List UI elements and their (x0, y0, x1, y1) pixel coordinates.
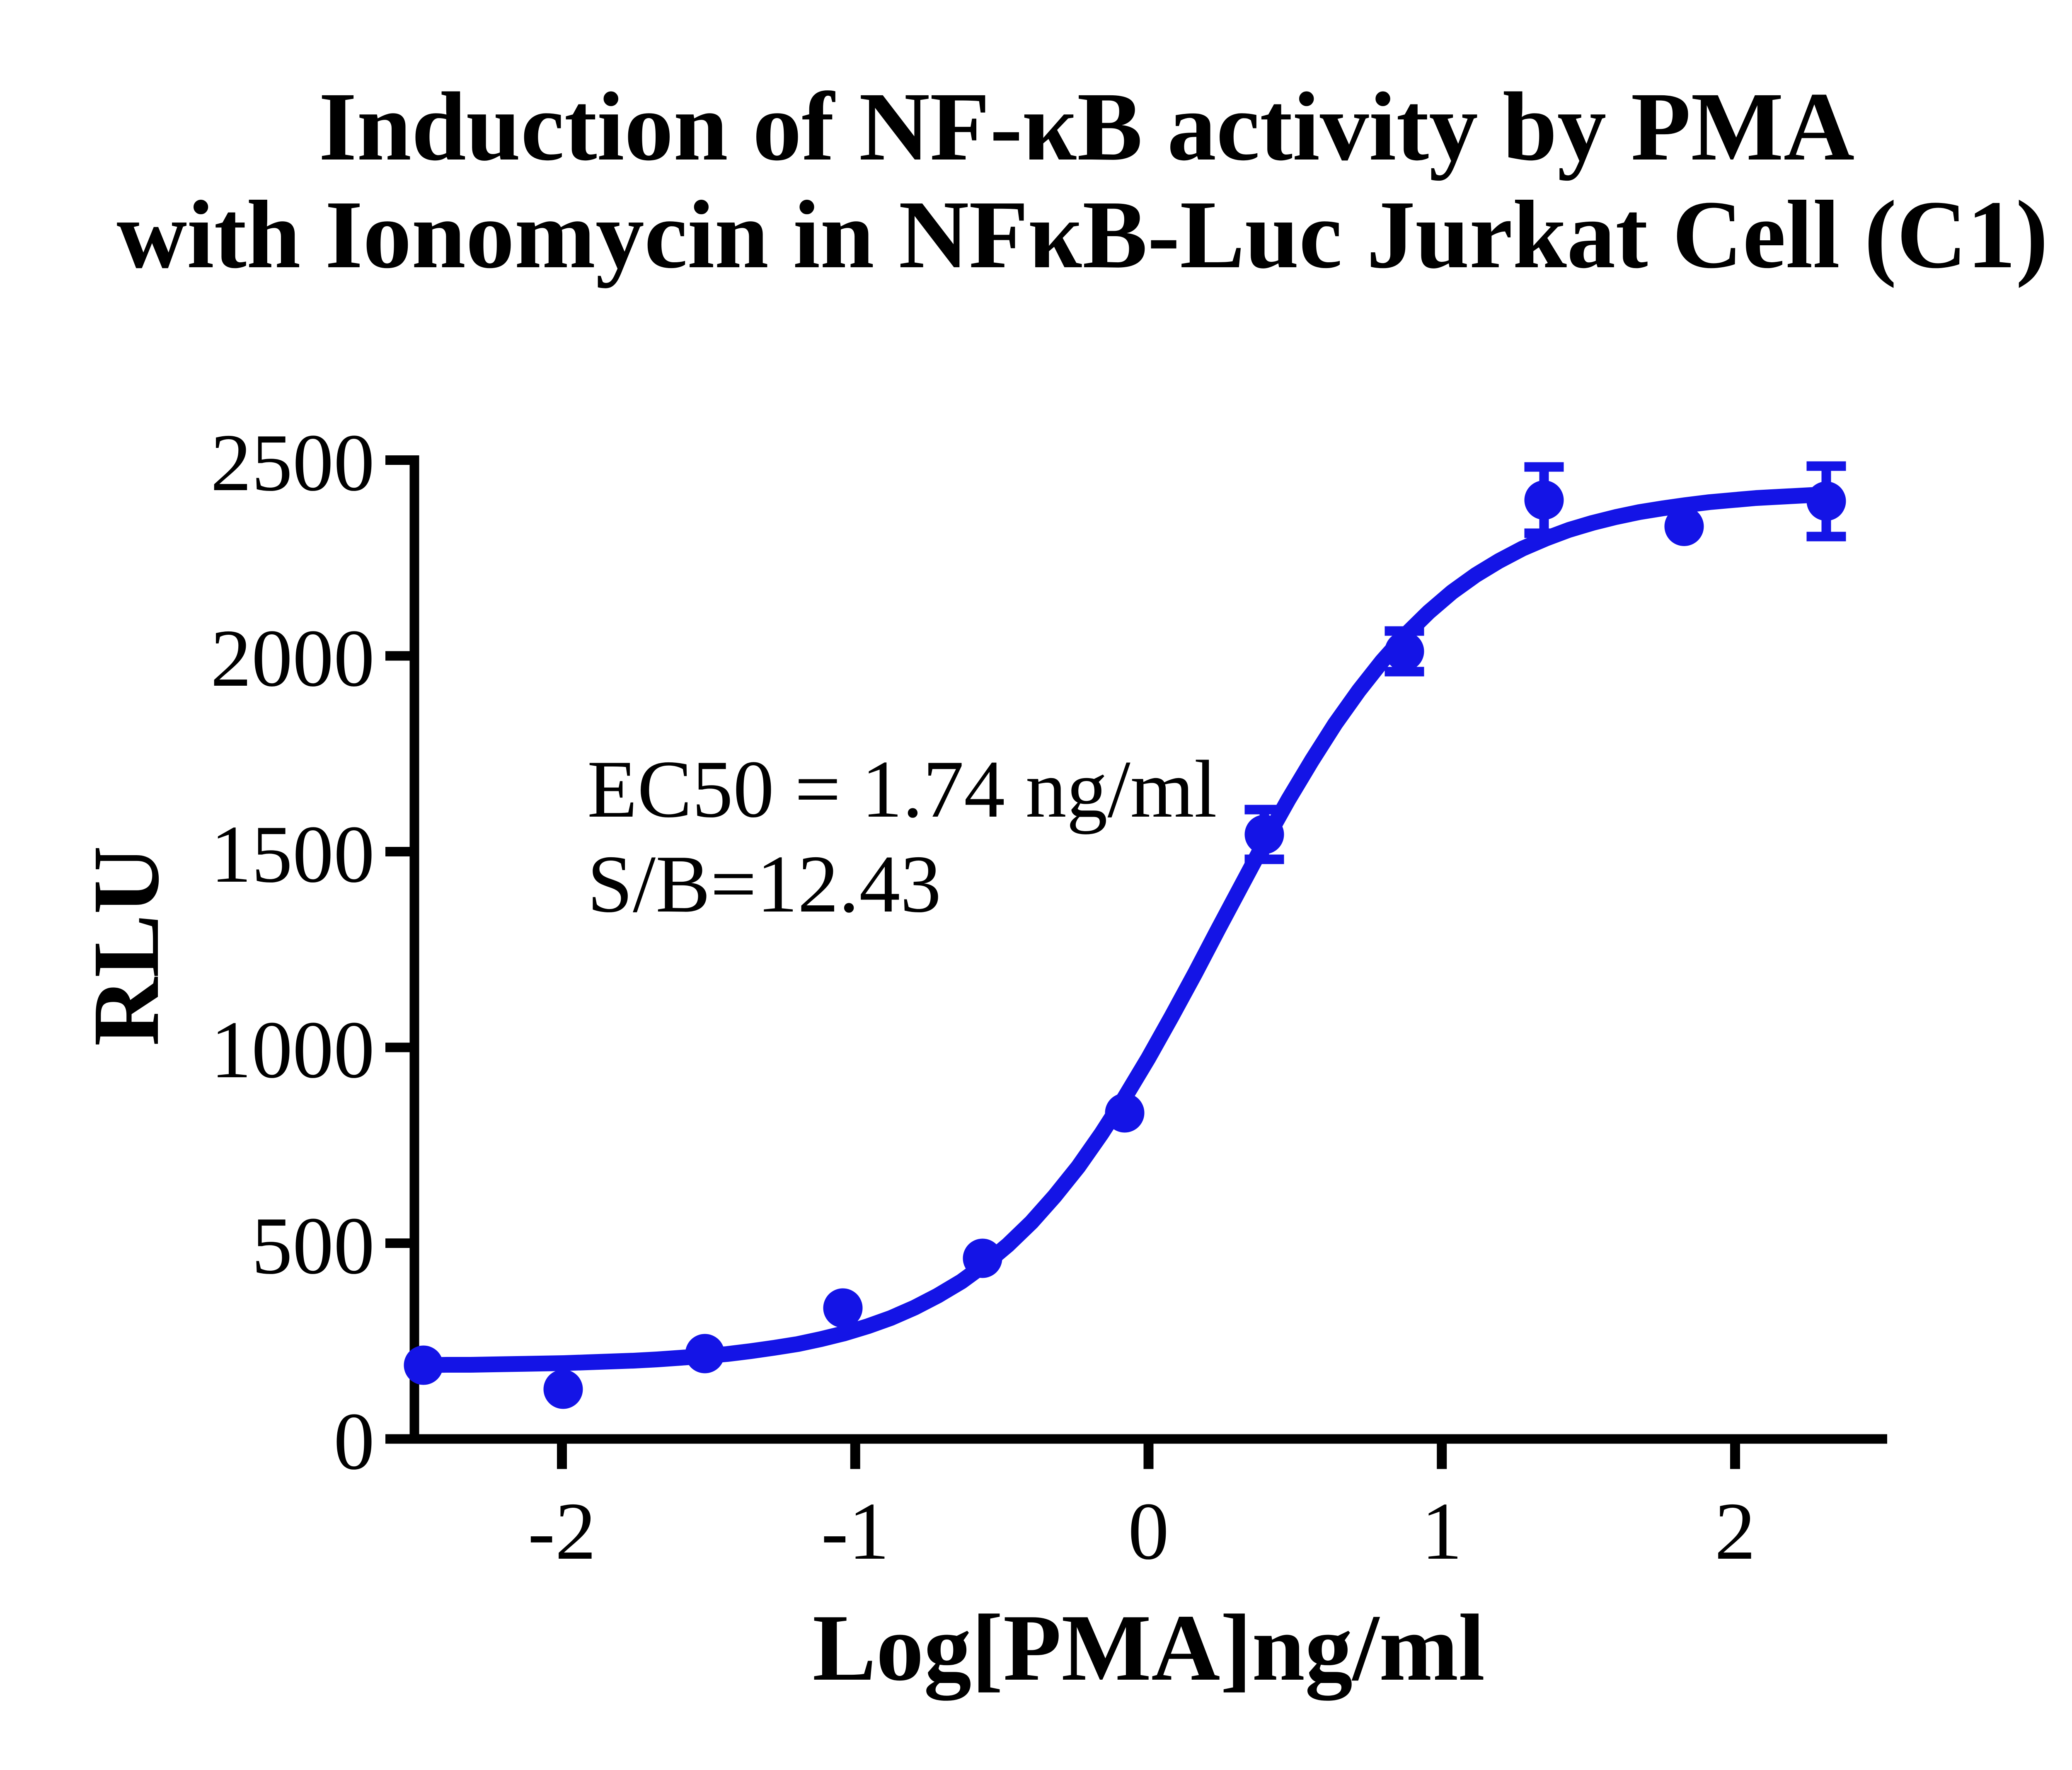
svg-text:Log[PMA]ng/ml: Log[PMA]ng/ml (813, 1595, 1485, 1701)
svg-text:EC50 = 1.74 ng/ml: EC50 = 1.74 ng/ml (587, 744, 1217, 834)
svg-text:2: 2 (1715, 1486, 1756, 1577)
svg-text:500: 500 (252, 1200, 375, 1291)
svg-text:-1: -1 (821, 1486, 889, 1577)
svg-text:0: 0 (334, 1396, 375, 1487)
svg-text:S/B=12.43: S/B=12.43 (587, 839, 941, 929)
svg-text:0: 0 (1128, 1486, 1169, 1577)
svg-text:-2: -2 (528, 1486, 596, 1577)
svg-text:1000: 1000 (211, 1004, 375, 1095)
svg-text:1500: 1500 (211, 809, 375, 900)
svg-text:Induction of NF-κB activity by: Induction of NF-κB activity by PMA (319, 73, 1854, 181)
svg-text:1: 1 (1421, 1486, 1462, 1577)
svg-text:2000: 2000 (211, 613, 375, 704)
svg-text:2500: 2500 (211, 417, 375, 508)
svg-text:RLU: RLU (73, 846, 179, 1046)
svg-text:with Ionomycin in NFκB-Luc Jur: with Ionomycin in NFκB-Luc Jurkat Cell (… (117, 181, 2048, 288)
